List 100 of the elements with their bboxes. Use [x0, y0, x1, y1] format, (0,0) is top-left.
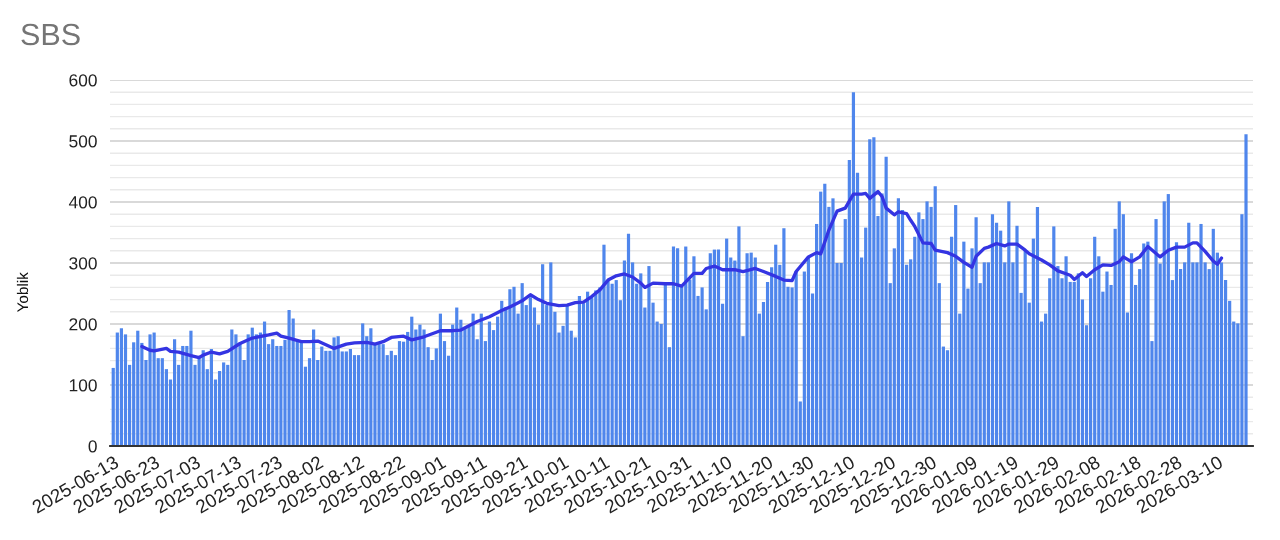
y-tick-label: 200 — [69, 318, 97, 331]
bar — [1015, 225, 1019, 446]
bar — [1064, 256, 1068, 446]
bar — [565, 305, 569, 446]
bar — [361, 323, 365, 446]
bar — [594, 290, 598, 446]
bar — [647, 266, 651, 446]
bar — [549, 262, 553, 446]
bar — [671, 246, 676, 446]
bar — [990, 214, 995, 446]
bar — [487, 321, 492, 446]
bar — [1052, 226, 1056, 446]
bar — [397, 341, 402, 446]
bar — [586, 291, 590, 446]
bar — [725, 238, 729, 446]
bar — [262, 321, 267, 446]
bar — [271, 339, 275, 446]
bar — [1023, 250, 1027, 446]
bar — [823, 183, 827, 446]
bar — [201, 350, 205, 446]
bar — [230, 329, 234, 446]
bar — [1105, 271, 1109, 446]
bar — [541, 264, 545, 446]
bar — [716, 249, 721, 446]
bar — [974, 217, 978, 446]
bar — [287, 309, 291, 446]
bar — [1076, 273, 1080, 446]
bar — [377, 344, 381, 446]
bar — [148, 334, 152, 446]
bar — [115, 332, 119, 446]
bar — [692, 256, 696, 446]
y-tick-label: 100 — [69, 379, 97, 392]
bar — [332, 337, 336, 446]
bar — [189, 330, 193, 446]
bar — [753, 257, 757, 446]
bar — [1093, 236, 1097, 446]
bar — [774, 244, 778, 446]
bar — [1187, 222, 1191, 446]
bar — [602, 244, 606, 446]
bar — [917, 212, 921, 446]
y-tick-label: 400 — [68, 196, 97, 209]
bar — [1199, 223, 1203, 446]
bar — [851, 92, 856, 446]
bar — [925, 201, 929, 446]
bar — [610, 283, 614, 446]
bar — [749, 252, 753, 446]
bar — [1146, 241, 1150, 446]
bar — [512, 286, 516, 446]
bar — [1117, 201, 1121, 446]
bar — [872, 137, 876, 446]
bar — [639, 273, 643, 446]
bar — [626, 233, 631, 446]
bar — [954, 205, 958, 446]
bar — [1129, 253, 1134, 446]
bar — [381, 344, 385, 446]
bar — [136, 330, 140, 446]
bar — [745, 253, 749, 446]
bar — [422, 329, 426, 446]
bar — [933, 186, 937, 446]
bar — [479, 313, 483, 446]
bar — [962, 241, 966, 446]
bar — [324, 350, 328, 446]
bar — [320, 346, 324, 446]
bar — [1211, 228, 1215, 446]
bar — [737, 226, 741, 446]
bar — [160, 358, 164, 446]
bar — [1166, 194, 1170, 446]
bar — [712, 249, 716, 446]
bar — [344, 351, 348, 446]
bar — [389, 350, 393, 446]
bar — [508, 289, 512, 446]
bar — [172, 339, 177, 446]
bar — [577, 295, 582, 446]
bar — [700, 287, 704, 446]
y-tick-label: 600 — [69, 74, 97, 87]
bar — [152, 332, 156, 446]
bar — [209, 349, 213, 446]
bar — [884, 156, 888, 446]
bar — [794, 270, 798, 446]
bar — [418, 324, 422, 446]
bar — [708, 253, 712, 446]
bar — [782, 228, 786, 446]
y-tick-label: 0 — [88, 440, 97, 453]
bar — [684, 246, 688, 446]
bar — [831, 198, 835, 446]
bar — [299, 341, 303, 446]
bar — [868, 139, 872, 446]
bar — [663, 284, 667, 446]
bar — [222, 362, 226, 446]
bar — [896, 198, 901, 446]
bar — [614, 280, 618, 446]
bar — [119, 328, 124, 446]
bar — [1142, 243, 1146, 446]
bar — [312, 329, 316, 446]
bar — [1154, 219, 1158, 446]
bar — [250, 327, 254, 446]
bar — [528, 297, 532, 446]
y-tick-label: 500 — [69, 135, 97, 148]
bar — [410, 316, 414, 446]
y-tick-label: 300 — [69, 257, 97, 270]
